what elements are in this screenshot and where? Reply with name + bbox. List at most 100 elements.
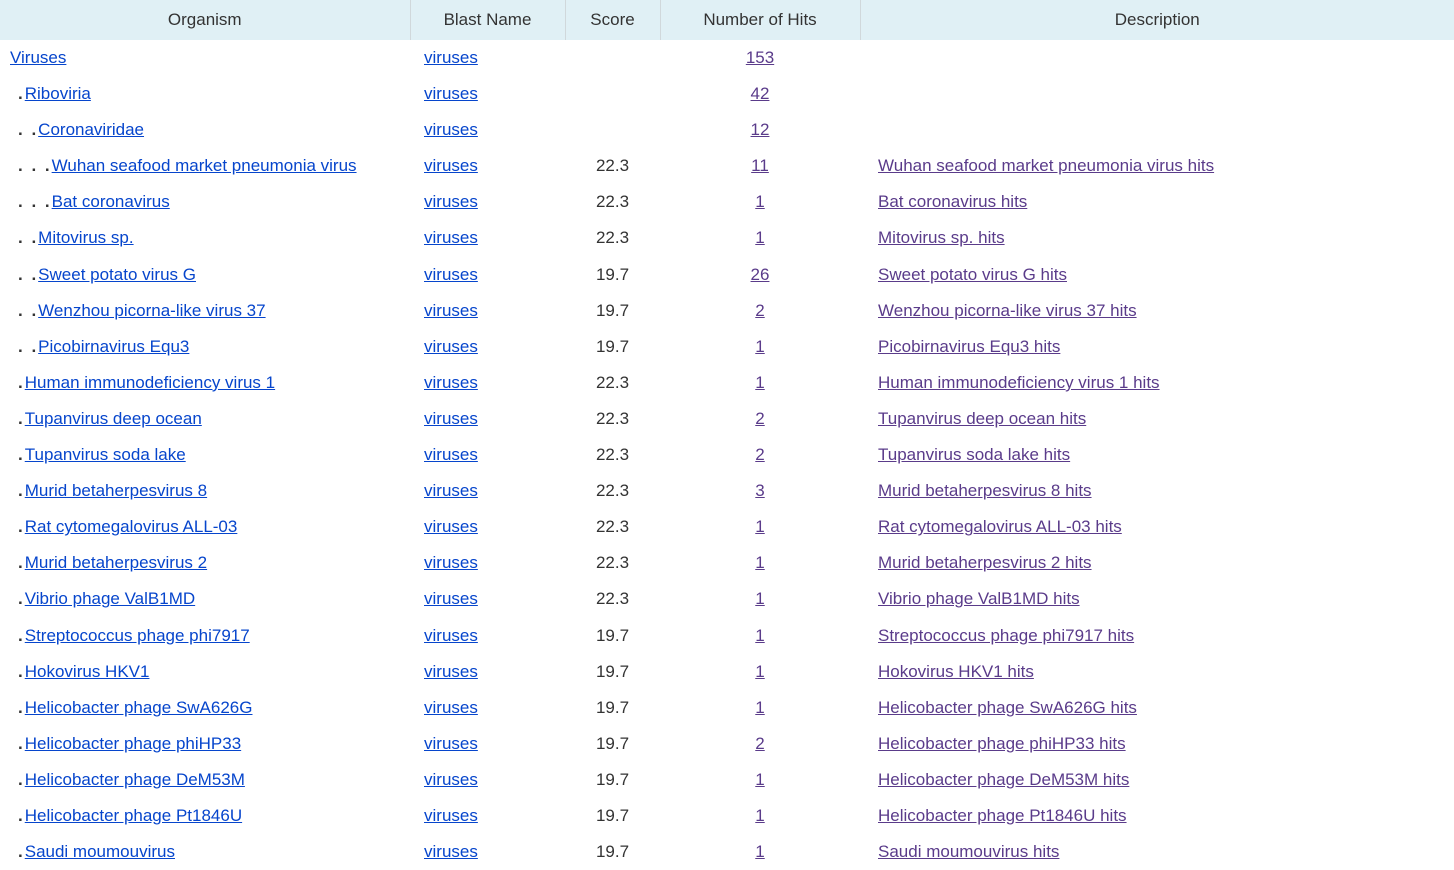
description-link[interactable]: Mitovirus sp. hits xyxy=(878,228,1005,247)
description-link[interactable]: Murid betaherpesvirus 8 hits xyxy=(878,481,1092,500)
description-link[interactable]: Helicobacter phage DeM53M hits xyxy=(878,770,1129,789)
hits-link[interactable]: 1 xyxy=(755,662,764,681)
organism-link[interactable]: Murid betaherpesvirus 2 xyxy=(25,553,207,572)
organism-link[interactable]: Sweet potato virus G xyxy=(38,265,196,284)
blast-name-link[interactable]: viruses xyxy=(424,626,478,645)
blast-name-link[interactable]: viruses xyxy=(424,734,478,753)
blast-name-link[interactable]: viruses xyxy=(424,698,478,717)
organism-link[interactable]: Murid betaherpesvirus 8 xyxy=(25,481,207,500)
blast-name-link[interactable]: viruses xyxy=(424,770,478,789)
blast-name-link[interactable]: viruses xyxy=(424,84,478,103)
blast-name-link[interactable]: viruses xyxy=(424,806,478,825)
organism-link[interactable]: Streptococcus phage phi7917 xyxy=(25,626,250,645)
cell-blast: viruses xyxy=(410,654,565,690)
description-link[interactable]: Helicobacter phage Pt1846U hits xyxy=(878,806,1127,825)
hits-link[interactable]: 2 xyxy=(755,734,764,753)
organism-link[interactable]: Wuhan seafood market pneumonia virus xyxy=(52,156,357,175)
blast-name-link[interactable]: viruses xyxy=(424,120,478,139)
organism-link[interactable]: Saudi moumouvirus xyxy=(25,842,175,861)
hits-link[interactable]: 12 xyxy=(751,120,770,139)
blast-name-link[interactable]: viruses xyxy=(424,228,478,247)
blast-name-link[interactable]: viruses xyxy=(424,842,478,861)
hits-link[interactable]: 153 xyxy=(746,48,774,67)
organism-link[interactable]: Helicobacter phage Pt1846U xyxy=(25,806,242,825)
description-link[interactable]: Helicobacter phage phiHP33 hits xyxy=(878,734,1126,753)
hits-link[interactable]: 1 xyxy=(755,698,764,717)
organism-link[interactable]: Riboviria xyxy=(25,84,91,103)
cell-description: Rat cytomegalovirus ALL-03 hits xyxy=(860,509,1454,545)
header-hits: Number of Hits xyxy=(660,0,860,40)
hits-link[interactable]: 42 xyxy=(751,84,770,103)
organism-link[interactable]: Wenzhou picorna-like virus 37 xyxy=(38,301,265,320)
description-link[interactable]: Rat cytomegalovirus ALL-03 hits xyxy=(878,517,1122,536)
blast-name-link[interactable]: viruses xyxy=(424,409,478,428)
blast-name-link[interactable]: viruses xyxy=(424,337,478,356)
hits-link[interactable]: 2 xyxy=(755,445,764,464)
hits-link[interactable]: 1 xyxy=(755,337,764,356)
hits-link[interactable]: 11 xyxy=(751,156,769,175)
blast-name-link[interactable]: viruses xyxy=(424,265,478,284)
cell-organism: Riboviria xyxy=(0,76,410,112)
organism-link[interactable]: Coronaviridae xyxy=(38,120,144,139)
description-link[interactable]: Human immunodeficiency virus 1 hits xyxy=(878,373,1160,392)
organism-link[interactable]: Mitovirus sp. xyxy=(38,228,133,247)
blast-name-link[interactable]: viruses xyxy=(424,445,478,464)
hits-link[interactable]: 1 xyxy=(755,589,764,608)
organism-link[interactable]: Viruses xyxy=(10,48,66,67)
organism-link[interactable]: Tupanvirus deep ocean xyxy=(25,409,202,428)
organism-link[interactable]: Human immunodeficiency virus 1 xyxy=(25,373,275,392)
hits-link[interactable]: 1 xyxy=(755,553,764,572)
hits-link[interactable]: 1 xyxy=(755,806,764,825)
hits-link[interactable]: 2 xyxy=(755,409,764,428)
tree-indent-dots xyxy=(18,408,25,430)
blast-name-link[interactable]: viruses xyxy=(424,192,478,211)
blast-name-link[interactable]: viruses xyxy=(424,156,478,175)
description-link[interactable]: Picobirnavirus Equ3 hits xyxy=(878,337,1060,356)
organism-link[interactable]: Picobirnavirus Equ3 xyxy=(38,337,189,356)
description-link[interactable]: Wenzhou picorna-like virus 37 hits xyxy=(878,301,1137,320)
description-link[interactable]: Hokovirus HKV1 hits xyxy=(878,662,1034,681)
hits-link[interactable]: 1 xyxy=(755,517,764,536)
description-link[interactable]: Saudi moumouvirus hits xyxy=(878,842,1059,861)
hits-link[interactable]: 1 xyxy=(755,770,764,789)
cell-score: 19.7 xyxy=(565,654,660,690)
organism-link[interactable]: Hokovirus HKV1 xyxy=(25,662,150,681)
organism-link[interactable]: Helicobacter phage DeM53M xyxy=(25,770,245,789)
organism-link[interactable]: Vibrio phage ValB1MD xyxy=(25,589,195,608)
hits-link[interactable]: 1 xyxy=(755,228,764,247)
blast-name-link[interactable]: viruses xyxy=(424,662,478,681)
blast-name-link[interactable]: viruses xyxy=(424,589,478,608)
cell-score: 19.7 xyxy=(565,834,660,870)
description-link[interactable]: Wuhan seafood market pneumonia virus hit… xyxy=(878,156,1214,175)
blast-name-link[interactable]: viruses xyxy=(424,48,478,67)
header-score: Score xyxy=(565,0,660,40)
organism-link[interactable]: Helicobacter phage phiHP33 xyxy=(25,734,241,753)
organism-link[interactable]: Rat cytomegalovirus ALL-03 xyxy=(25,517,238,536)
hits-link[interactable]: 2 xyxy=(755,301,764,320)
description-link[interactable]: Streptococcus phage phi7917 hits xyxy=(878,626,1134,645)
blast-name-link[interactable]: viruses xyxy=(424,517,478,536)
organism-link[interactable]: Helicobacter phage SwA626G xyxy=(25,698,253,717)
blast-name-link[interactable]: viruses xyxy=(424,301,478,320)
hits-link[interactable]: 1 xyxy=(755,842,764,861)
hits-link[interactable]: 26 xyxy=(751,265,770,284)
description-link[interactable]: Sweet potato virus G hits xyxy=(878,265,1067,284)
description-link[interactable]: Tupanvirus deep ocean hits xyxy=(878,409,1086,428)
organism-link[interactable]: Bat coronavirus xyxy=(52,192,170,211)
cell-description: Tupanvirus deep ocean hits xyxy=(860,401,1454,437)
hits-link[interactable]: 3 xyxy=(755,481,764,500)
description-link[interactable]: Bat coronavirus hits xyxy=(878,192,1027,211)
organism-link[interactable]: Tupanvirus soda lake xyxy=(25,445,186,464)
blast-name-link[interactable]: viruses xyxy=(424,553,478,572)
description-link[interactable]: Tupanvirus soda lake hits xyxy=(878,445,1070,464)
tree-indent-dots xyxy=(18,805,25,827)
blast-name-link[interactable]: viruses xyxy=(424,373,478,392)
description-link[interactable]: Vibrio phage ValB1MD hits xyxy=(878,589,1080,608)
hits-link[interactable]: 1 xyxy=(755,373,764,392)
description-link[interactable]: Murid betaherpesvirus 2 hits xyxy=(878,553,1092,572)
cell-organism: Helicobacter phage Pt1846U xyxy=(0,798,410,834)
blast-name-link[interactable]: viruses xyxy=(424,481,478,500)
hits-link[interactable]: 1 xyxy=(755,626,764,645)
hits-link[interactable]: 1 xyxy=(755,192,764,211)
description-link[interactable]: Helicobacter phage SwA626G hits xyxy=(878,698,1137,717)
